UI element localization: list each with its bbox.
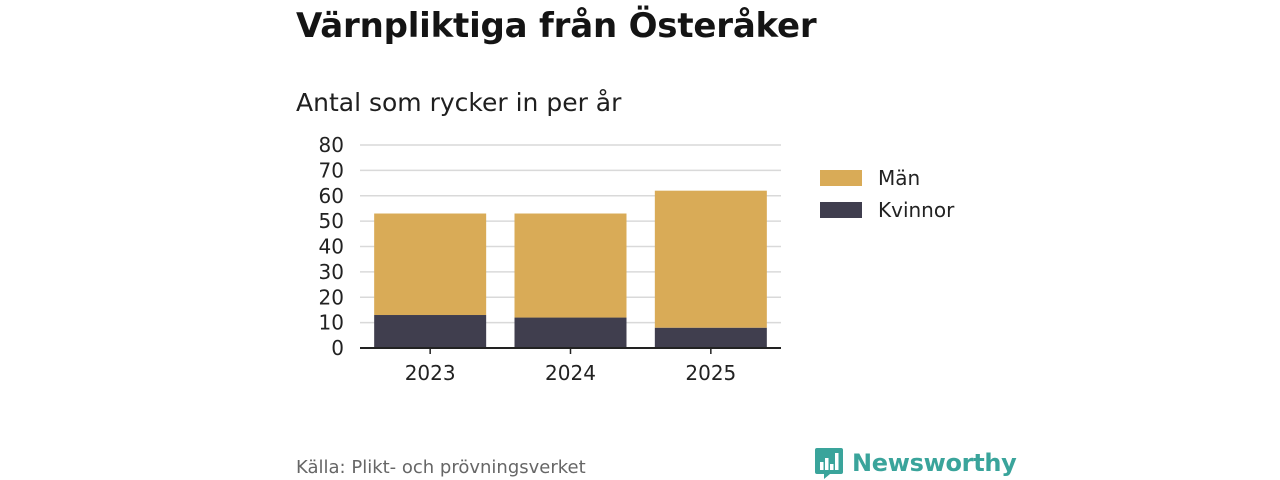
x-tick-label-2024: 2024 xyxy=(545,361,596,385)
bar-women-2025 xyxy=(654,327,767,348)
bar-women-2023 xyxy=(374,315,487,348)
brand-name: Newsworthy xyxy=(852,449,1017,477)
legend-swatch-men xyxy=(820,170,862,186)
x-tick-label-2023: 2023 xyxy=(405,361,456,385)
y-tick-label-30: 30 xyxy=(319,260,344,284)
y-tick-label-70: 70 xyxy=(319,158,344,182)
bar-men-2024 xyxy=(514,213,627,318)
y-tick-label-40: 40 xyxy=(319,235,344,259)
legend-swatch-women xyxy=(820,202,862,218)
y-tick-label-60: 60 xyxy=(319,184,344,208)
source-note: Källa: Plikt- och prövningsverket xyxy=(296,457,586,478)
bar-women-2024 xyxy=(514,317,627,348)
y-tick-label-80: 80 xyxy=(319,133,344,157)
brand: Newsworthy xyxy=(814,446,1017,480)
legend-item-women: Kvinnor xyxy=(820,194,954,226)
y-tick-label-50: 50 xyxy=(319,209,344,233)
legend-item-men: Män xyxy=(820,162,954,194)
x-tick-label-2025: 2025 xyxy=(685,361,736,385)
y-tick-label-10: 10 xyxy=(319,311,344,335)
y-tick-label-0: 0 xyxy=(331,336,344,360)
bar-men-2023 xyxy=(374,213,487,316)
chart-subtitle: Antal som rycker in per år xyxy=(296,88,622,117)
legend-label-women: Kvinnor xyxy=(878,198,955,222)
legend: Män Kvinnor xyxy=(820,162,954,226)
chart-title: Värnpliktiga från Österåker xyxy=(296,6,817,46)
legend-label-men: Män xyxy=(878,166,921,190)
bars xyxy=(374,190,767,348)
newsworthy-logo-icon xyxy=(815,448,843,479)
y-tick-label-20: 20 xyxy=(319,285,344,309)
bar-men-2025 xyxy=(654,190,767,328)
